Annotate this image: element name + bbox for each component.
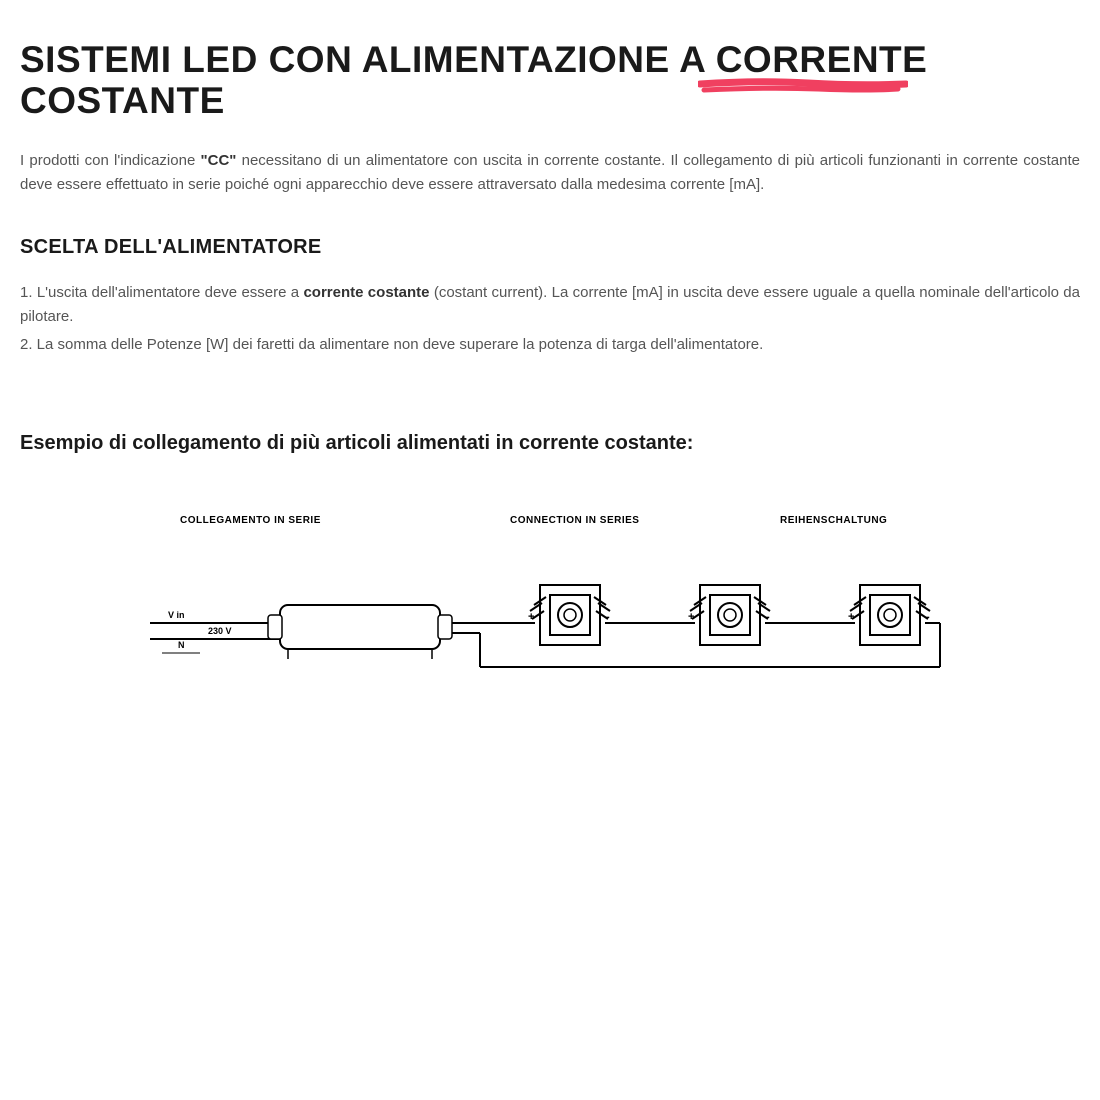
- paragraph-1: 1. L'uscita dell'alimentatore deve esser…: [20, 281, 1080, 329]
- plus-sign: +: [528, 611, 534, 623]
- highlight-underline: [698, 78, 908, 94]
- wiring-diagram: COLLEGAMENTO IN SERIE CONNECTION IN SERI…: [140, 515, 960, 705]
- p1-t1: 1. L'uscita dell'alimentatore deve esser…: [20, 284, 303, 301]
- spotlight-icon: [850, 585, 930, 645]
- spotlight-icon: [530, 585, 610, 645]
- title-post: COSTANTE: [20, 80, 225, 121]
- title-pre: SISTEMI LED CON ALIMENTAZIONE A: [20, 39, 716, 80]
- page-title: SISTEMI LED CON ALIMENTAZIONE A CORRENTE…: [20, 40, 1080, 121]
- intro-paragraph: I prodotti con l'indicazione "CC" necess…: [20, 149, 1080, 196]
- intro-t1: I prodotti con l'indicazione: [20, 152, 201, 169]
- example-heading: Esempio di collegamento di più articoli …: [20, 432, 1080, 455]
- minus-sign: -: [766, 611, 770, 623]
- diagram-svg: [140, 515, 960, 705]
- title-highlight: CORRENTE: [716, 39, 928, 80]
- plus-sign: +: [848, 611, 854, 623]
- diagram-container: COLLEGAMENTO IN SERIE CONNECTION IN SERI…: [20, 515, 1080, 705]
- intro-bold: "CC": [201, 152, 237, 169]
- spotlight-icon: [690, 585, 770, 645]
- p1-bold: corrente costante: [303, 284, 429, 301]
- plus-sign: +: [688, 611, 694, 623]
- minus-sign: -: [926, 611, 930, 623]
- minus-sign: -: [606, 611, 610, 623]
- paragraph-2: 2. La somma delle Potenze [W] dei farett…: [20, 333, 1080, 357]
- section-heading: SCELTA DELL'ALIMENTATORE: [20, 236, 1080, 259]
